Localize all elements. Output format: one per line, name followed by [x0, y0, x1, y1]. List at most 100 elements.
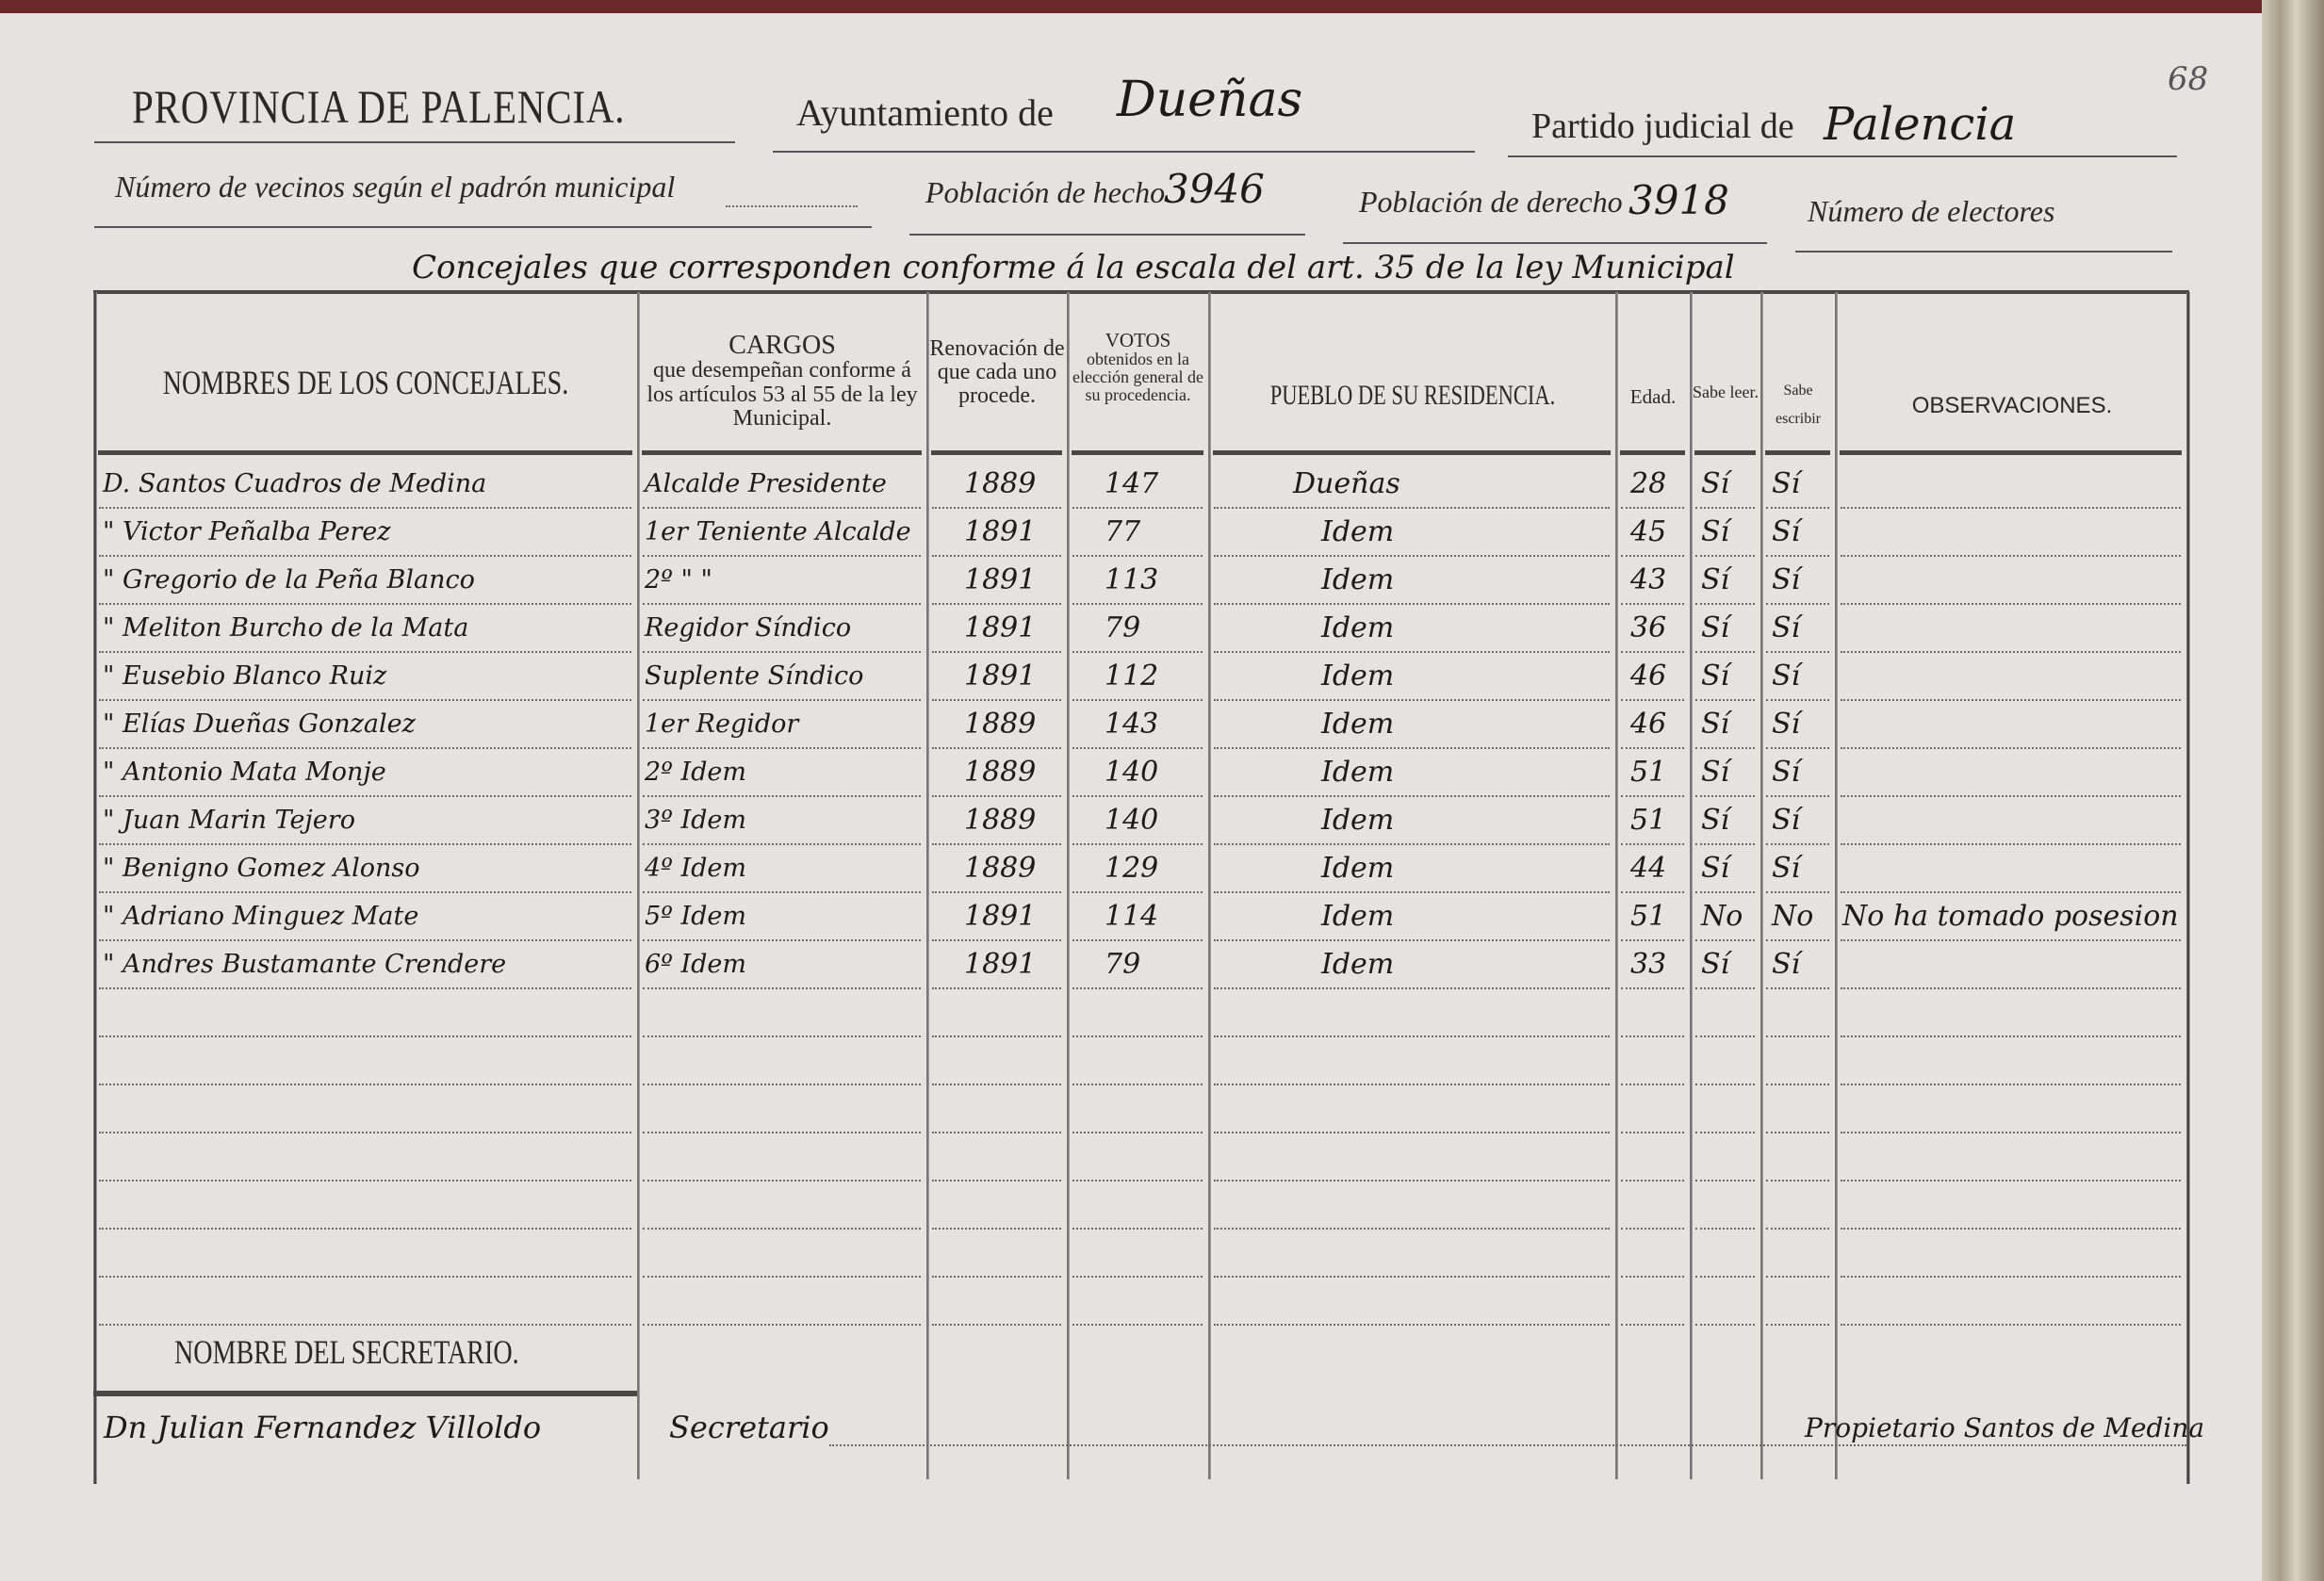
cell-cargo: 6º Idem: [645, 950, 746, 979]
cell-edad: 45: [1630, 515, 1667, 548]
dotted-row-line: [643, 603, 921, 605]
cell-cargo: Suplente Síndico: [645, 661, 864, 691]
cell-pueblo: Idem: [1321, 515, 1395, 548]
dotted-row-line: [1621, 939, 1684, 941]
cell-renovacion: 1889: [964, 756, 1037, 789]
signature: Propietario Santos de Medina: [1805, 1412, 2205, 1443]
cell-pueblo: Idem: [1321, 900, 1395, 933]
cell-pueblo: Idem: [1321, 660, 1395, 693]
dotted-row-line: [1072, 699, 1203, 701]
dotted-row-line: [1766, 1228, 1829, 1230]
dotted-row-line: [1072, 1180, 1203, 1182]
partido-label: Partido judicial de: [1531, 106, 1794, 146]
cell-cargo: Regidor Síndico: [645, 613, 852, 643]
dotted-row-line: [932, 1180, 1061, 1182]
dotted-row-line: [1841, 603, 2181, 605]
dotted-row-line: [1841, 651, 2181, 653]
cell-renovacion: 1891: [964, 515, 1037, 548]
cell-leer: Sí: [1701, 852, 1730, 885]
cell-pueblo: Idem: [1321, 611, 1395, 644]
cell-edad: 51: [1630, 804, 1667, 837]
dotted-row-line: [1695, 1324, 1755, 1326]
cell-cargo: 1er Teniente Alcalde: [645, 517, 911, 546]
dotted-row-line: [1841, 795, 2181, 797]
dotted-row-line: [1214, 1035, 1610, 1037]
divider: [1343, 242, 1767, 244]
cell-pueblo: Idem: [1321, 852, 1395, 885]
cell-votos: 114: [1105, 900, 1159, 933]
dotted-row-line: [1766, 555, 1829, 557]
col-header-pueblo: PUEBLO DE SU RESIDENCIA.: [1269, 380, 1556, 411]
cell-leer: Sí: [1701, 467, 1730, 500]
dotted-row-line: [1841, 939, 2181, 941]
cell-escribir: Sí: [1772, 804, 1801, 837]
dotted-row-line: [1214, 1084, 1610, 1085]
dotted-row-line: [1766, 1276, 1829, 1278]
dotted-row-line: [1766, 987, 1829, 989]
dotted-row-line: [1072, 843, 1203, 845]
cell-edad: 44: [1630, 852, 1667, 885]
col-header-votos: VOTOS obtenidos en la elección general d…: [1070, 330, 1206, 404]
cell-cargo: 2º Idem: [645, 758, 746, 787]
cell-edad: 36: [1630, 611, 1667, 644]
dotted-row-line: [1695, 555, 1755, 557]
dotted-row-line: [1841, 1084, 2181, 1085]
cell-renovacion: 1891: [964, 611, 1037, 644]
dotted-row-line: [1695, 1035, 1755, 1037]
column-rule: [637, 292, 640, 1479]
dotted-row-line: [932, 939, 1061, 941]
dotted-row-line: [1695, 1276, 1755, 1278]
cell-nombre: " Eusebio Blanco Ruiz: [103, 661, 387, 691]
secretario-label: NOMBRE DEL SECRETARIO.: [174, 1333, 519, 1371]
dotted-row-line: [99, 843, 631, 845]
dotted-row-line: [1766, 747, 1829, 749]
cell-nombre: " Juan Marin Tejero: [103, 806, 355, 835]
dotted-row-line: [1695, 1228, 1755, 1230]
dotted-row-line: [1766, 651, 1829, 653]
dotted-row-line: [1695, 1084, 1755, 1085]
cell-escribir: Sí: [1772, 515, 1801, 548]
header-rule: [1840, 450, 2182, 455]
dotted-row-line: [1695, 939, 1755, 941]
cell-votos: 129: [1105, 852, 1159, 885]
dotted-row-line: [643, 795, 921, 797]
header-rule: [1072, 450, 1203, 455]
cell-renovacion: 1891: [964, 948, 1037, 981]
dotted-row-line: [643, 747, 921, 749]
cell-renovacion: 1891: [964, 900, 1037, 933]
cell-nombre: " Elías Dueñas Gonzalez: [103, 709, 416, 739]
dotted-row-line: [1621, 1228, 1684, 1230]
dotted-row-line: [1621, 987, 1684, 989]
divider: [94, 226, 872, 228]
cell-renovacion: 1889: [964, 852, 1037, 885]
dotted-row-line: [643, 1084, 921, 1085]
cell-escribir: Sí: [1772, 852, 1801, 885]
dotted-row-line: [1766, 891, 1829, 893]
dotted-row-line: [1621, 507, 1684, 509]
header-rule: [931, 450, 1062, 455]
dotted-row-line: [1214, 651, 1610, 653]
dotted-row-line: [643, 891, 921, 893]
dotted-row-line: [1072, 507, 1203, 509]
dotted-row-line: [1695, 603, 1755, 605]
dotted-row-line: [1072, 1084, 1203, 1085]
cell-cargo: Alcalde Presidente: [645, 469, 887, 498]
dotted-row-line: [1841, 1180, 2181, 1182]
page-number: 68: [2168, 60, 2209, 98]
dotted-row-line: [1695, 1180, 1755, 1182]
cell-votos: 147: [1105, 467, 1159, 500]
ayuntamiento-label: Ayuntamiento de: [796, 91, 1054, 134]
cell-escribir: Sí: [1772, 467, 1801, 500]
column-rule: [1835, 292, 1838, 1479]
dotted-row-line: [1766, 1324, 1829, 1326]
cell-renovacion: 1889: [964, 708, 1037, 741]
dotted-row-line: [99, 939, 631, 941]
header-rule: [1765, 450, 1830, 455]
dotted-row-line: [1621, 651, 1684, 653]
cargos-subtitle: que desempeñan conforme á los artículos …: [646, 358, 918, 431]
secretario-cargo: Secretario: [669, 1410, 829, 1445]
cell-cargo: 4º Idem: [645, 854, 746, 883]
cell-edad: 46: [1630, 708, 1667, 741]
dotted-row-line: [1072, 603, 1203, 605]
dotted-row-line: [1621, 891, 1684, 893]
